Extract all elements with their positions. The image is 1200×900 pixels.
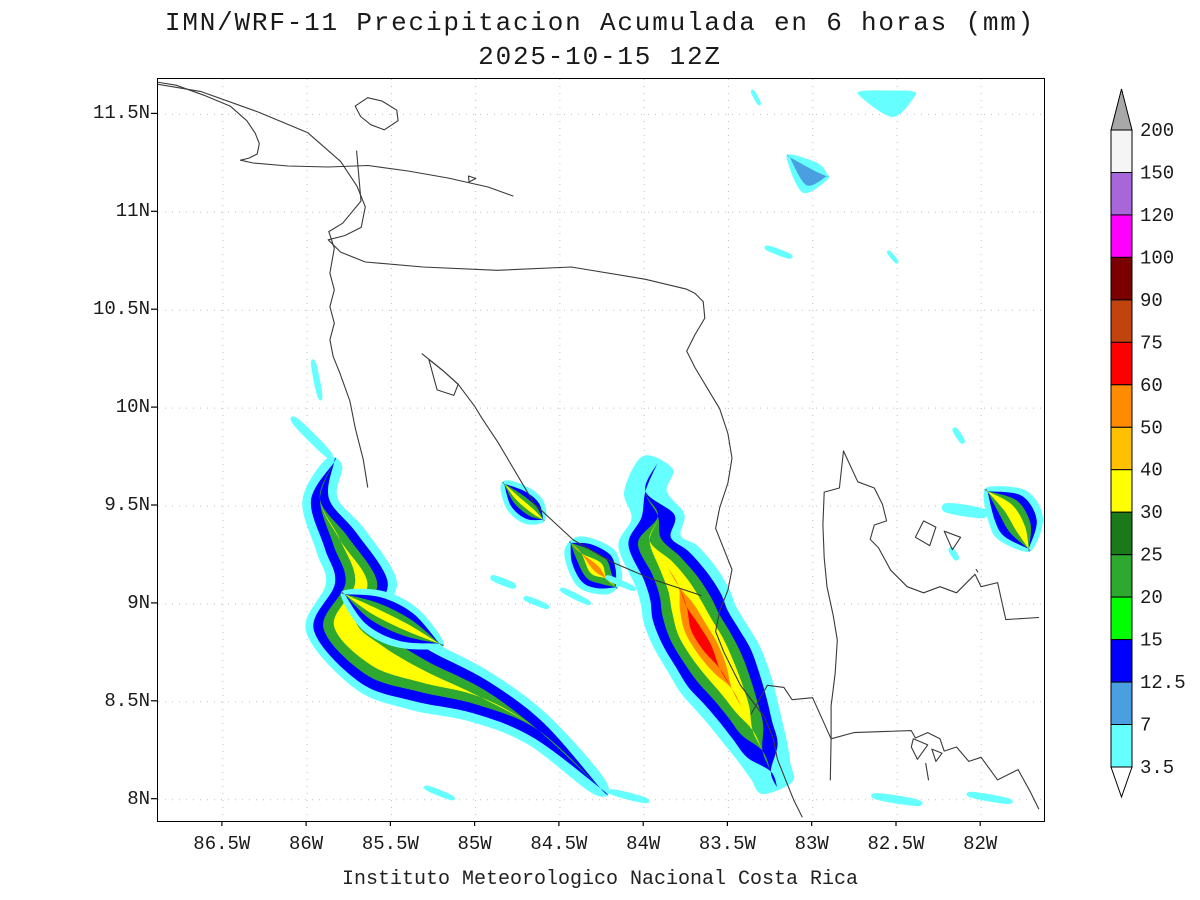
svg-text:120: 120 bbox=[1140, 205, 1174, 227]
svg-text:40: 40 bbox=[1140, 460, 1163, 482]
svg-text:7: 7 bbox=[1140, 715, 1151, 737]
svg-text:100: 100 bbox=[1140, 247, 1174, 269]
svg-text:75: 75 bbox=[1140, 332, 1163, 354]
svg-text:15: 15 bbox=[1140, 630, 1163, 652]
svg-text:60: 60 bbox=[1140, 375, 1163, 397]
svg-text:3.5: 3.5 bbox=[1140, 757, 1174, 779]
svg-text:50: 50 bbox=[1140, 417, 1163, 439]
svg-text:90: 90 bbox=[1140, 290, 1163, 312]
svg-text:12.5: 12.5 bbox=[1140, 672, 1186, 694]
svg-text:200: 200 bbox=[1140, 120, 1174, 142]
svg-text:150: 150 bbox=[1140, 163, 1174, 185]
svg-text:25: 25 bbox=[1140, 545, 1163, 567]
svg-text:30: 30 bbox=[1140, 502, 1163, 524]
svg-text:20: 20 bbox=[1140, 587, 1163, 609]
